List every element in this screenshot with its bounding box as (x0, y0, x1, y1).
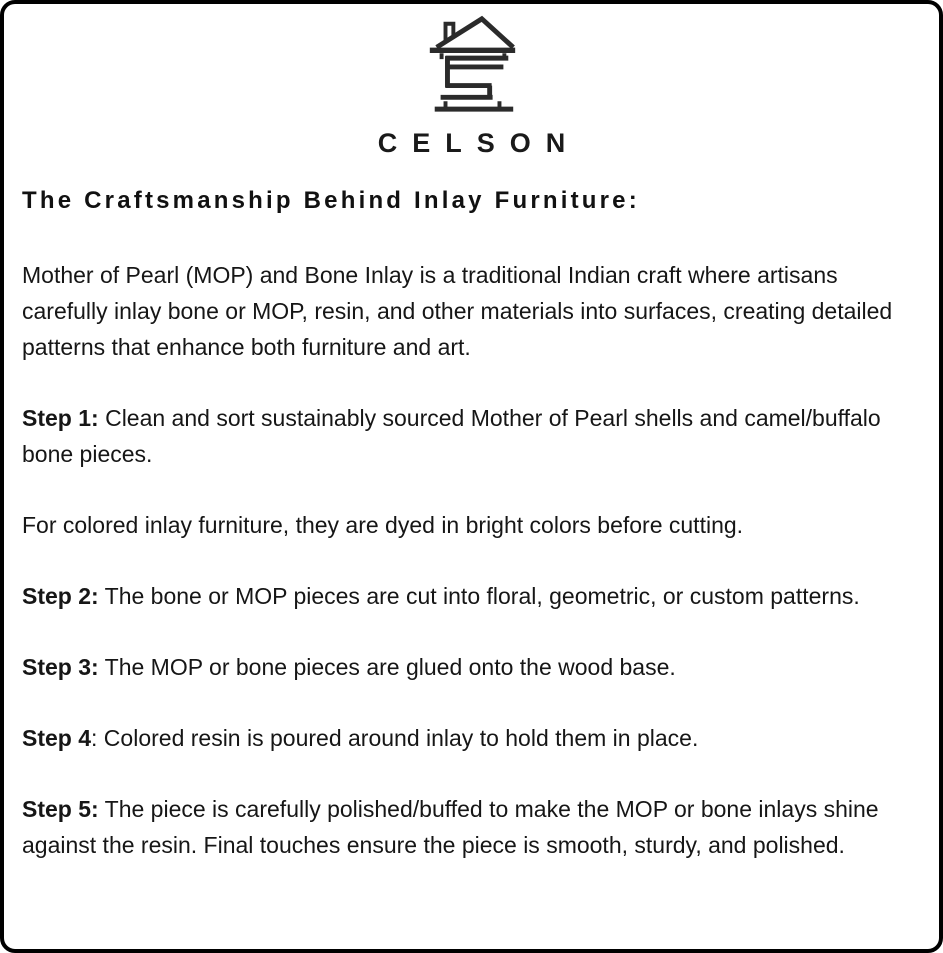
document-body: The Craftsmanship Behind Inlay Furniture… (4, 187, 939, 863)
celson-house-logo-icon (429, 15, 515, 112)
paragraph-text: : Colored resin is poured around inlay t… (91, 725, 699, 751)
intro-paragraph: Mother of Pearl (MOP) and Bone Inlay is … (22, 257, 901, 365)
colored-inlay-note-paragraph: For colored inlay furniture, they are dy… (22, 507, 901, 543)
page-title: The Craftsmanship Behind Inlay Furniture… (22, 187, 640, 214)
step-5-paragraph: Step 5: The piece is carefully polished/… (22, 791, 901, 863)
paragraph-text: The MOP or bone pieces are glued onto th… (98, 654, 676, 680)
brand-header: CELSON (4, 4, 939, 159)
step-4-paragraph: Step 4: Colored resin is poured around i… (22, 720, 901, 756)
step-1-label: Step 1: (22, 405, 99, 431)
step-1-paragraph: Step 1: Clean and sort sustainably sourc… (22, 400, 901, 472)
step-2-paragraph: Step 2: The bone or MOP pieces are cut i… (22, 578, 901, 614)
step-2-label: Step 2: (22, 583, 99, 609)
step-5-label: Step 5: (22, 796, 99, 822)
brand-wordmark: CELSON (377, 128, 581, 158)
step-4-label: Step 4 (22, 725, 92, 751)
paragraph-text: Mother of Pearl (MOP) and Bone Inlay is … (22, 262, 893, 360)
paragraph-text: The bone or MOP pieces are cut into flor… (98, 583, 860, 609)
step-3-label: Step 3: (22, 654, 99, 680)
paragraph-text: The piece is carefully polished/buffed t… (22, 796, 879, 858)
paragraph-text: Clean and sort sustainably sourced Mothe… (22, 405, 881, 467)
paragraph-text: For colored inlay furniture, they are dy… (22, 512, 744, 538)
step-3-paragraph: Step 3: The MOP or bone pieces are glued… (22, 649, 901, 685)
